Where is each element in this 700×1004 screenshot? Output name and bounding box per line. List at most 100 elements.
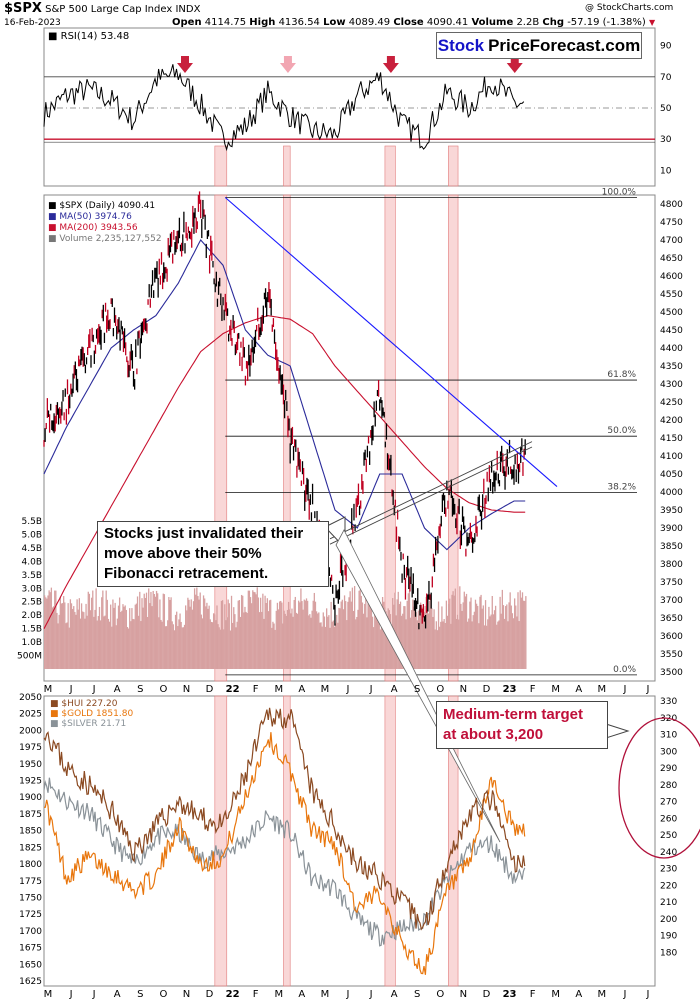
volume-bar bbox=[493, 610, 496, 669]
volume-bar bbox=[238, 600, 241, 669]
spx-xtick-label-23: M bbox=[551, 684, 560, 695]
volume-bar bbox=[177, 626, 179, 669]
volume-bar bbox=[211, 622, 214, 669]
volume-bar bbox=[370, 593, 373, 669]
volume-bar bbox=[364, 603, 366, 669]
volume-bar bbox=[76, 599, 78, 669]
volume-bar bbox=[491, 595, 493, 669]
spx-ytick-label-9: 4400 bbox=[660, 344, 683, 354]
metals-ytick-right-13: 210 bbox=[660, 898, 677, 908]
volume-ytick-label-1: 5.5B bbox=[22, 517, 43, 527]
volume-bar bbox=[499, 596, 501, 669]
volume-bar bbox=[228, 603, 230, 669]
chg-label: Chg bbox=[542, 17, 565, 28]
header-exchange: INDX bbox=[175, 4, 201, 15]
spx-xtick-label-21: 23 bbox=[503, 684, 517, 695]
credit-text: @ StockCharts.com bbox=[585, 3, 674, 13]
volume-bar bbox=[368, 601, 370, 669]
metals-ytick-right-5: 290 bbox=[660, 764, 677, 774]
volume-bar bbox=[50, 587, 53, 669]
metals-ytick-right-10: 240 bbox=[660, 848, 677, 858]
volume-bar bbox=[421, 607, 423, 669]
volume-bar bbox=[207, 608, 209, 669]
volume-bar bbox=[479, 596, 481, 669]
volume-bar bbox=[161, 621, 163, 669]
volume-bar bbox=[209, 619, 211, 669]
volume-bar bbox=[262, 593, 264, 669]
volume-bar bbox=[246, 613, 248, 669]
volume-bar bbox=[463, 591, 465, 669]
volume-bar bbox=[426, 595, 429, 669]
rsi-ytick-label-1: 90 bbox=[660, 42, 672, 52]
volume-bar bbox=[182, 627, 185, 669]
spx-xtick-label-14: J bbox=[346, 684, 350, 695]
volume-bar bbox=[428, 600, 431, 669]
fib-label-2: 61.8% bbox=[607, 370, 636, 380]
volume-bar bbox=[192, 601, 195, 669]
volume-bar bbox=[178, 619, 180, 669]
volume-bar bbox=[306, 600, 309, 669]
volume-bar bbox=[494, 605, 497, 669]
volume-bar bbox=[91, 597, 93, 669]
volume-bar bbox=[75, 614, 77, 669]
volume-bar bbox=[430, 596, 432, 669]
volume-bar bbox=[141, 598, 143, 669]
volume-bar bbox=[55, 590, 57, 669]
volume-bar bbox=[347, 601, 349, 669]
rsi-arrow-icon-2 bbox=[279, 56, 296, 73]
volume-bar bbox=[442, 621, 444, 669]
hui-line bbox=[43, 707, 526, 931]
volume-bar bbox=[195, 594, 197, 669]
metals-xtick-label-25: M bbox=[598, 989, 607, 1000]
volume-bar bbox=[409, 617, 412, 669]
volume-bar bbox=[486, 625, 488, 669]
volume-ytick-label-9: 1.5B bbox=[22, 625, 43, 635]
volume-bar bbox=[98, 606, 101, 669]
volume-bar bbox=[254, 592, 256, 669]
volume-bar bbox=[264, 595, 266, 669]
metals-ytick-right-4: 300 bbox=[660, 747, 677, 757]
volume-bar bbox=[435, 621, 437, 669]
header-symbol: $SPX bbox=[4, 1, 42, 16]
ma200-line bbox=[43, 315, 526, 630]
volume-bar bbox=[265, 602, 267, 669]
volume-bar bbox=[60, 603, 63, 669]
volume-bar bbox=[69, 599, 72, 669]
volume-bar bbox=[451, 594, 453, 669]
volume-bar bbox=[405, 619, 407, 669]
volume-bar bbox=[136, 596, 139, 669]
volume-bar bbox=[80, 603, 83, 669]
spx-xtick-label-20: D bbox=[483, 684, 491, 695]
volume-bar bbox=[215, 620, 217, 669]
volume-bar bbox=[503, 618, 506, 669]
spx-ytick-label-5: 4600 bbox=[660, 272, 683, 282]
volume-bar bbox=[338, 607, 340, 669]
volume-ytick-label-7: 2.5B bbox=[22, 598, 43, 608]
volume-bar bbox=[461, 610, 463, 669]
logo: Stock PriceForecast.com bbox=[436, 32, 642, 59]
spx-xtick-label-15: J bbox=[369, 684, 373, 695]
metals-ytick-right-3: 310 bbox=[660, 731, 677, 741]
spx-ytick-label-20: 3850 bbox=[660, 542, 683, 552]
volume-bar bbox=[114, 602, 116, 669]
spx-ytick-label-1: 4800 bbox=[660, 200, 683, 210]
volume-bar bbox=[96, 620, 98, 669]
volume-bar bbox=[433, 609, 435, 669]
volume-bar bbox=[107, 618, 110, 669]
volume-bar bbox=[340, 601, 342, 669]
volume-bar bbox=[181, 627, 183, 669]
spx-xtick-label-1: M bbox=[44, 684, 53, 695]
volume-ytick-label-2: 5.0B bbox=[22, 530, 43, 540]
fib-label-3: 50.0% bbox=[607, 426, 636, 436]
metals-ytick-left-9: 1850 bbox=[19, 827, 42, 837]
volume-bar bbox=[516, 616, 518, 669]
spx-xtick-label-11: M bbox=[274, 684, 283, 695]
highlight-band-metals-1 bbox=[214, 695, 228, 987]
metals-ytick-left-6: 1925 bbox=[19, 777, 42, 787]
volume-bar bbox=[71, 608, 74, 669]
spx-xtick-label-7: N bbox=[183, 684, 190, 695]
volume-bar bbox=[125, 609, 127, 669]
volume-bar bbox=[134, 604, 136, 669]
volume-bar bbox=[502, 605, 505, 669]
volume-bar bbox=[302, 609, 304, 669]
